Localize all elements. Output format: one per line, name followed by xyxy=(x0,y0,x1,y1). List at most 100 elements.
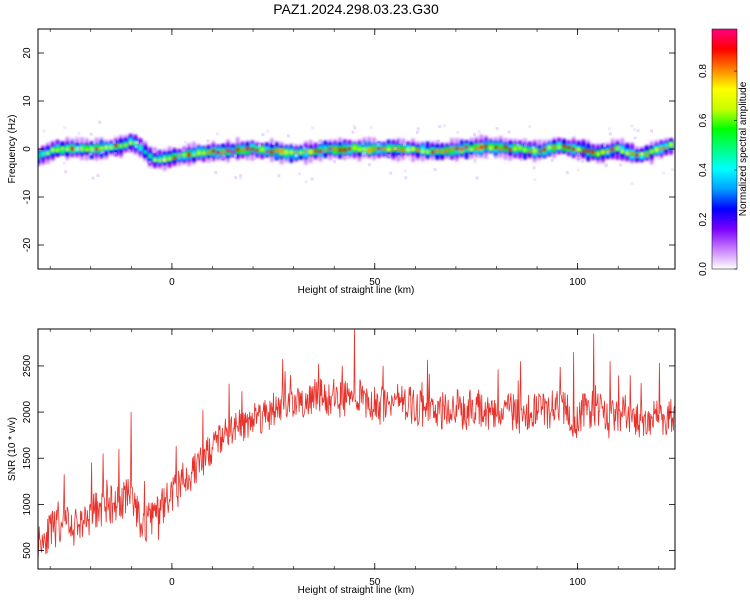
spectrogram-speckle xyxy=(387,154,391,158)
spectrogram-speckle xyxy=(234,176,238,180)
spectrogram-speckle xyxy=(443,124,447,128)
y-tick-label: 2000 xyxy=(22,401,33,424)
spectrogram-cell xyxy=(445,149,449,154)
spectrogram-speckle xyxy=(407,157,411,161)
spectrogram-speckle xyxy=(367,163,371,167)
spectrogram-cell xyxy=(289,150,293,154)
colorbar-tick-label: 0.8 xyxy=(698,64,709,78)
colorbar-ticks: 0.0 0.2 0.4 0.6 0.8 xyxy=(698,64,737,276)
spectrogram-cell xyxy=(304,150,308,153)
spectrogram-cell xyxy=(211,149,216,153)
spectrogram-speckle xyxy=(576,168,580,172)
spectrogram-cell xyxy=(518,146,522,150)
spectrogram-cell xyxy=(508,144,513,151)
x-tick-label: 100 xyxy=(569,277,586,288)
spectrogram-cell xyxy=(567,147,571,152)
spectrogram-cell xyxy=(51,148,55,152)
spectrogram-speckle xyxy=(311,126,315,130)
spectrogram-cell xyxy=(328,147,332,151)
spectrogram-speckle xyxy=(632,128,636,132)
spectrogram-speckle xyxy=(302,146,306,150)
spectrogram-cell xyxy=(469,144,474,150)
colorbar-frame xyxy=(711,28,738,270)
spectrogram-cell xyxy=(201,151,206,156)
spectrogram-speckle xyxy=(630,181,634,185)
spectrogram-cell xyxy=(60,146,65,154)
spectrogram-speckle xyxy=(376,143,380,147)
spectrogram-cell xyxy=(508,148,513,152)
spectrogram-speckle xyxy=(516,143,520,147)
y-tick-label: 0 xyxy=(22,146,33,152)
spectrogram-panel: 0 50 100 -20 -10 0 10 20 Height of straight lin… xyxy=(7,28,676,296)
spectrogram-cell xyxy=(421,149,425,153)
spectrogram-cell xyxy=(654,147,659,152)
spectrogram-cell xyxy=(367,148,371,153)
spectrogram-cell xyxy=(601,150,605,155)
spectrogram-speckle xyxy=(662,171,666,175)
spectrogram-speckle xyxy=(353,126,357,130)
spectrogram-cell xyxy=(221,150,225,155)
spectrogram-cell xyxy=(245,146,250,151)
spectrogram-cell xyxy=(255,149,259,152)
spectrogram-cell xyxy=(591,150,595,154)
spectrogram-speckle xyxy=(135,141,139,145)
spectrogram-speckle xyxy=(239,174,243,178)
spectrogram-speckle xyxy=(210,158,214,162)
spectrogram-cell xyxy=(260,148,264,151)
spectrogram-speckle xyxy=(92,140,96,144)
spectrogram-cell xyxy=(479,145,483,149)
spectrogram-cell xyxy=(425,150,430,154)
spectrogram-speckle xyxy=(63,125,67,129)
spectrogram-cell xyxy=(124,143,128,147)
spectrogram-cell xyxy=(596,152,600,156)
spectrogram-speckle xyxy=(183,140,187,144)
spectrogram-speckle xyxy=(389,171,393,175)
spectrogram-speckle xyxy=(670,168,674,172)
spectrogram-speckle xyxy=(91,149,95,153)
spectrogram-cell xyxy=(450,148,454,155)
spectrogram-speckle xyxy=(304,180,308,184)
spectrogram-speckle xyxy=(416,127,420,131)
spectrogram-cell xyxy=(158,158,162,162)
spectrogram-speckle xyxy=(607,127,611,131)
spectrogram-cell xyxy=(309,151,313,155)
spectrogram-cell xyxy=(528,150,532,154)
spectrogram-speckle xyxy=(139,142,143,146)
spectrogram-speckle xyxy=(550,158,554,162)
spectrogram-speckle xyxy=(403,169,407,173)
spectrogram-speckle xyxy=(101,150,105,154)
spectrogram-cell xyxy=(284,150,289,155)
spectrogram-cell xyxy=(70,146,74,151)
spectrogram-cell xyxy=(464,145,469,149)
spectrogram-cell xyxy=(571,145,576,150)
snr-series-line xyxy=(38,329,675,561)
spectrogram-cell xyxy=(542,147,547,152)
spectrogram-cell xyxy=(109,146,113,150)
spectrogram-cell xyxy=(348,147,352,151)
spectrogram-speckle xyxy=(363,151,367,155)
spectrogram-speckle xyxy=(657,156,661,160)
spectrogram-speckle xyxy=(89,152,93,156)
spectrogram-speckle xyxy=(352,124,356,128)
spectrogram-cell xyxy=(55,148,60,152)
spectrogram-cell xyxy=(528,146,532,153)
spectrogram-speckle xyxy=(397,154,401,158)
spectrogram-cell xyxy=(274,148,279,153)
spectrogram-heat-layer xyxy=(38,120,674,185)
spectrogram-cell xyxy=(523,148,527,152)
spectrogram-cell xyxy=(85,145,89,151)
spectrogram-cell xyxy=(197,151,201,155)
spectrogram-cell xyxy=(65,148,70,151)
spectrogram-cell xyxy=(430,147,435,154)
spectrogram-cell xyxy=(571,147,576,151)
spectrogram-cell xyxy=(372,147,376,151)
spectrogram-speckle xyxy=(152,150,156,154)
spectrogram-speckle xyxy=(495,127,499,131)
spectrogram-speckle xyxy=(215,132,219,136)
spectrogram-speckle xyxy=(253,156,257,160)
spectrogram-cell xyxy=(352,146,357,150)
spectrogram-cell xyxy=(177,154,181,157)
spectrogram-speckle xyxy=(606,150,610,154)
spectrogram-speckle xyxy=(182,148,186,152)
spectrogram-speckle xyxy=(522,137,526,141)
